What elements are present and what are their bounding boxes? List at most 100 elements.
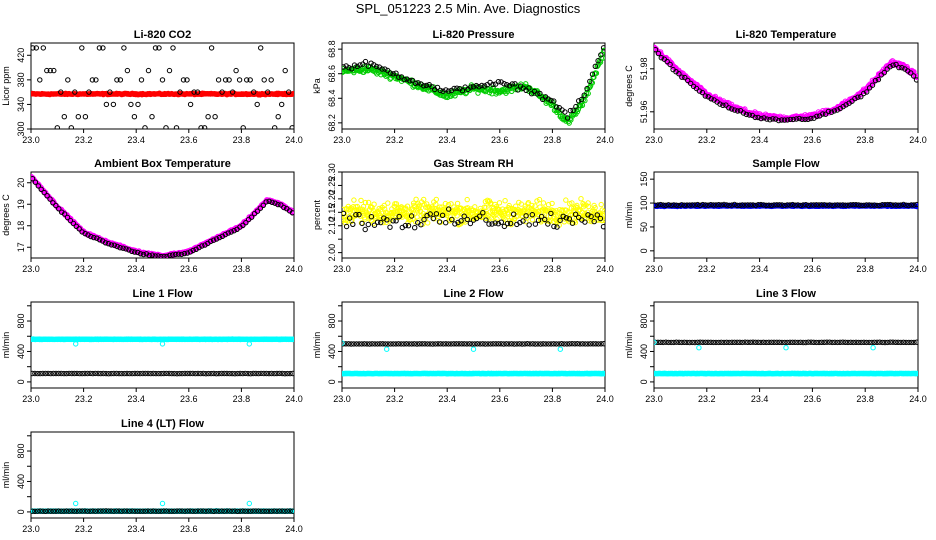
data-point xyxy=(797,339,804,345)
data-point xyxy=(416,341,423,347)
data-point xyxy=(795,339,801,346)
data-point xyxy=(597,215,604,222)
data-point xyxy=(94,235,100,241)
data-point xyxy=(716,202,722,208)
data-point xyxy=(858,94,864,100)
data-point xyxy=(495,341,502,347)
panel-title: Li-820 Temperature xyxy=(736,29,837,41)
data-point xyxy=(763,339,769,346)
data-point xyxy=(82,370,88,377)
data-point xyxy=(523,213,529,219)
data-point xyxy=(152,253,158,258)
data-point xyxy=(492,88,498,94)
data-point xyxy=(578,196,584,202)
data-point xyxy=(261,77,267,83)
data-point xyxy=(903,339,909,346)
y-tick-label: 68.8 xyxy=(327,40,337,58)
data-point xyxy=(855,339,862,346)
y-tick-label: 100 xyxy=(639,196,649,211)
data-point xyxy=(811,339,817,345)
y-tick-label: 150 xyxy=(639,172,649,187)
data-point xyxy=(853,202,859,208)
data-point xyxy=(161,253,167,258)
data-point xyxy=(413,196,419,203)
data-point xyxy=(44,67,50,74)
data-point xyxy=(492,220,498,226)
data-point xyxy=(861,202,867,209)
data-point xyxy=(448,341,454,347)
data-point xyxy=(464,216,470,223)
data-point xyxy=(408,213,415,219)
data-point xyxy=(278,202,284,208)
y-tick-label: 51.98 xyxy=(639,58,649,81)
data-point xyxy=(33,45,39,51)
data-point xyxy=(74,370,80,377)
data-point xyxy=(187,101,194,108)
series-low xyxy=(654,370,918,377)
data-point xyxy=(435,341,441,347)
data-point xyxy=(721,339,727,346)
data-point xyxy=(692,202,698,208)
x-tick-label: 23.4 xyxy=(438,264,456,274)
data-point xyxy=(48,370,54,377)
data-point xyxy=(135,101,141,108)
data-point xyxy=(842,339,849,345)
data-point xyxy=(260,202,266,209)
data-point xyxy=(563,215,569,221)
data-point xyxy=(432,341,439,347)
data-point xyxy=(576,98,582,104)
data-point xyxy=(746,112,752,118)
data-point xyxy=(357,62,363,68)
data-point xyxy=(393,218,399,224)
data-point xyxy=(464,341,470,347)
data-point xyxy=(747,339,754,345)
data-point xyxy=(858,202,864,209)
y-axis-label: percent xyxy=(312,199,322,230)
data-point xyxy=(452,221,458,227)
data-point xyxy=(543,341,549,347)
data-point xyxy=(40,45,46,51)
data-point xyxy=(414,341,420,347)
data-point xyxy=(291,336,294,342)
data-point xyxy=(654,202,658,208)
data-point xyxy=(834,339,841,346)
data-point xyxy=(501,341,507,347)
data-point xyxy=(38,186,44,193)
data-point xyxy=(117,77,124,83)
data-point xyxy=(34,370,41,377)
data-point xyxy=(42,370,49,377)
data-point xyxy=(282,371,288,377)
data-point xyxy=(68,125,74,129)
data-point xyxy=(472,341,478,347)
series-raw xyxy=(342,45,605,121)
data-point xyxy=(504,82,510,88)
data-point xyxy=(203,371,209,377)
data-point xyxy=(516,341,523,347)
data-point xyxy=(535,341,541,347)
y-axis-label: degrees C xyxy=(624,65,634,107)
data-point xyxy=(832,202,838,208)
data-point xyxy=(404,76,410,82)
data-point xyxy=(789,201,796,208)
data-point xyxy=(896,64,902,71)
data-point xyxy=(579,102,586,109)
data-point xyxy=(689,202,695,208)
data-point xyxy=(782,339,788,346)
data-point xyxy=(570,107,576,114)
data-point xyxy=(44,193,50,199)
data-point xyxy=(456,341,462,347)
data-point xyxy=(569,200,575,206)
data-point xyxy=(113,370,120,377)
data-point xyxy=(134,370,141,377)
data-point xyxy=(255,370,262,377)
data-point xyxy=(884,201,891,208)
y-axis-label: ml/min xyxy=(312,332,322,359)
data-point xyxy=(245,370,251,377)
data-point xyxy=(232,371,238,377)
y-tick-label: 18 xyxy=(16,221,26,231)
data-point xyxy=(454,200,461,207)
data-point xyxy=(601,208,605,214)
panel-title: Line 2 Flow xyxy=(444,288,504,300)
data-point xyxy=(430,215,436,222)
y-tick-label: 800 xyxy=(16,314,26,329)
